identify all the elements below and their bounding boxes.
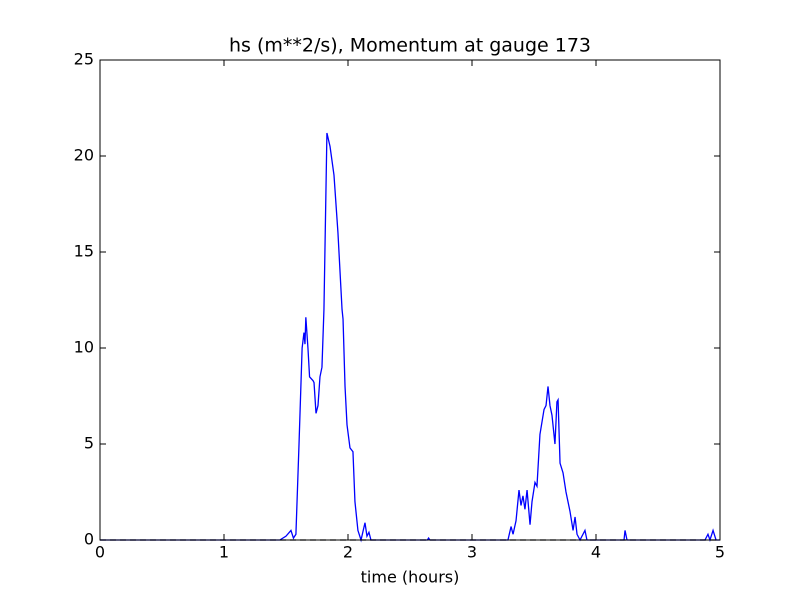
x-tick-label: 3 [467, 543, 477, 562]
chart-title: hs (m**2/s), Momentum at gauge 173 [229, 35, 591, 57]
x-axis-label: time (hours) [361, 568, 460, 587]
x-tick-label: 5 [715, 543, 725, 562]
y-tick-label: 15 [74, 242, 94, 261]
x-tick-label: 2 [343, 543, 353, 562]
x-tick-label: 0 [95, 543, 105, 562]
y-tick-label: 5 [84, 434, 94, 453]
y-tick-label: 20 [74, 146, 94, 165]
y-tick-label: 0 [84, 530, 94, 549]
plot-frame [99, 59, 721, 541]
x-tick-label: 4 [591, 543, 601, 562]
y-tick-label: 25 [74, 50, 94, 69]
y-tick-label: 10 [74, 338, 94, 357]
x-tick-label: 1 [219, 543, 229, 562]
